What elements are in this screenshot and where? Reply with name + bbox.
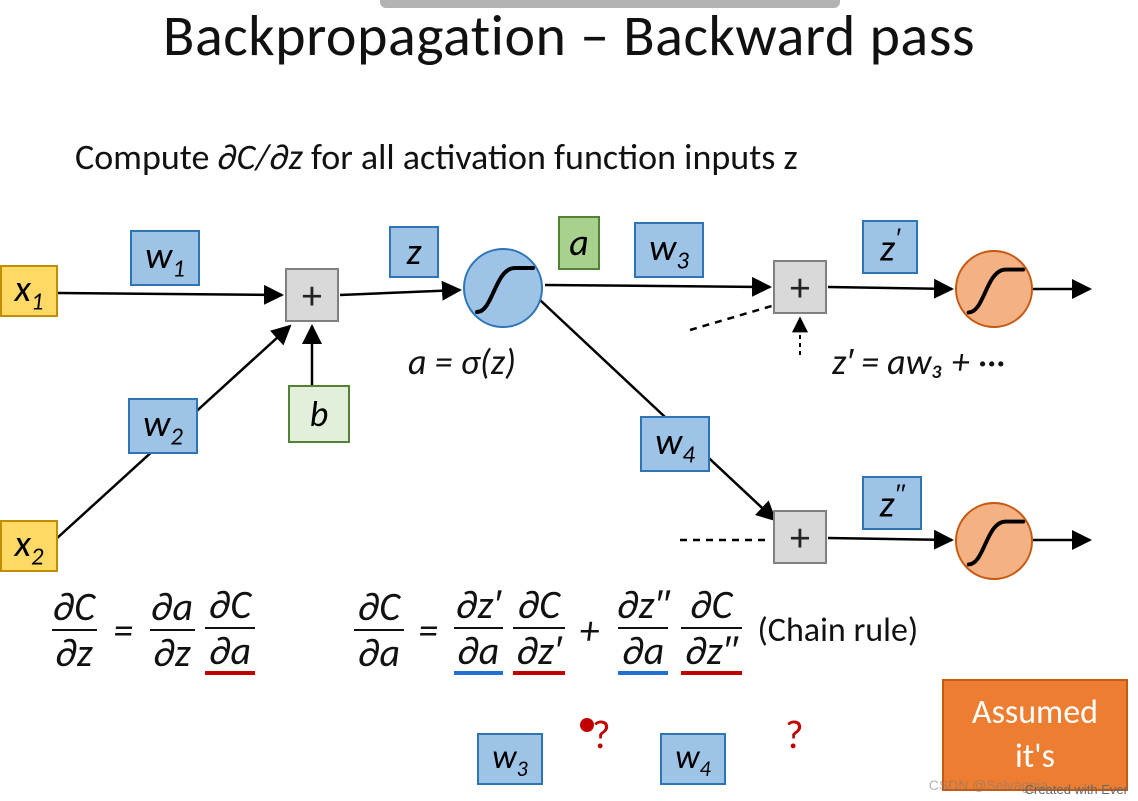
bottom-box-w4b: w4: [660, 733, 726, 785]
node-x2: x2: [0, 520, 58, 572]
node-a: a: [558, 216, 600, 270]
equals-1: =: [113, 606, 133, 655]
f1-r1-den: ∂z: [150, 629, 195, 673]
question-mark-2: ?: [785, 710, 804, 759]
formula-dc-dz: ∂C∂z = ∂a∂z ∂C∂a: [45, 585, 259, 675]
node-w1: w1: [130, 230, 200, 286]
sigmoid-s1: [463, 248, 543, 328]
f2-lhs-den: ∂a: [354, 629, 404, 673]
plus-node-p3: +: [773, 510, 827, 564]
slide-title: Backpropagation – Backward pass: [0, 0, 1138, 71]
f2-lhs-num: ∂C: [354, 587, 404, 629]
f2-t3-num: ∂z′′: [613, 585, 673, 627]
eq-zprime: z′ = aw₃ + ···: [832, 340, 1005, 384]
node-zp: z′: [862, 220, 918, 274]
eq-a-sigma: a = σ(z): [408, 340, 516, 384]
question-mark-1: ?: [592, 710, 611, 759]
f1-r2-den: ∂a: [205, 627, 255, 675]
bottom-box-w3b: w3: [477, 733, 543, 785]
node-x1: x1: [0, 265, 58, 317]
f1-r1-num: ∂a: [147, 587, 197, 629]
chain-rule-label: (Chain rule): [758, 610, 919, 651]
sigmoid-s3: [955, 502, 1033, 580]
f2-t1-den: ∂a: [454, 627, 504, 675]
f1-lhs-den: ∂z: [52, 629, 97, 673]
f2-t2-den: ∂z′: [513, 627, 566, 675]
subtitle-suffix: for all activation function inputs z: [303, 135, 798, 179]
node-zpp: z′′: [862, 476, 922, 530]
assumed-callout: Assumed it's: [942, 679, 1128, 791]
plus-node-p1: +: [285, 268, 339, 322]
f1-r2-num: ∂C: [205, 585, 255, 627]
f2-t4-den: ∂z′′: [681, 627, 741, 675]
assumed-line-1: Assumed: [972, 691, 1098, 735]
f2-t3-den: ∂a: [618, 627, 668, 675]
created-with-label: Created with Ever: [1025, 782, 1128, 797]
f2-t1-num: ∂z′: [452, 585, 505, 627]
assumed-line-2: it's: [972, 735, 1098, 779]
subtitle-math: ∂C/∂z: [218, 135, 303, 179]
subtitle-prefix: Compute: [75, 135, 218, 179]
sigmoid-s2: [955, 250, 1033, 328]
plus-node-p2: +: [773, 260, 827, 314]
red-laser-dot: [580, 718, 594, 732]
node-w3: w3: [634, 222, 704, 278]
f2-t2-num: ∂C: [514, 585, 564, 627]
slide-subtitle: Compute ∂C/∂z for all activation functio…: [75, 135, 798, 179]
node-w2: w2: [128, 398, 198, 454]
plus-symbol: +: [579, 606, 599, 655]
f1-lhs-num: ∂C: [49, 587, 99, 629]
f2-t4-num: ∂C: [686, 585, 736, 627]
node-w4: w4: [640, 416, 710, 472]
slide-stage: Backpropagation – Backward pass Compute …: [0, 0, 1138, 801]
node-b: b: [288, 385, 350, 443]
node-z: z: [389, 226, 439, 278]
equals-2: =: [418, 606, 438, 655]
formula-dc-da: ∂C∂a = ∂z′∂a ∂C∂z′ + ∂z′′∂a ∂C∂z′′ (Chai…: [350, 585, 918, 675]
